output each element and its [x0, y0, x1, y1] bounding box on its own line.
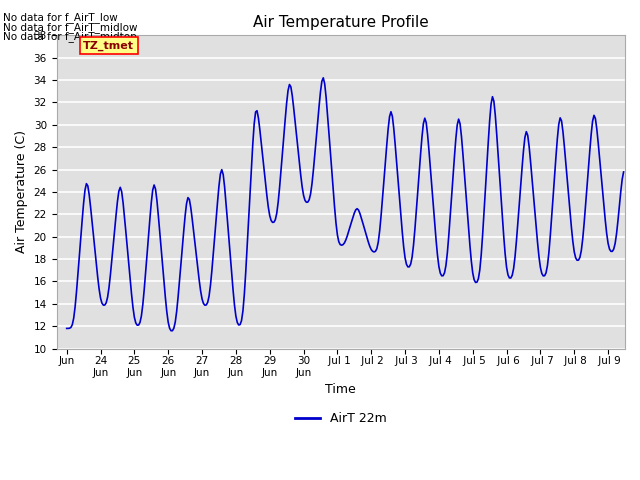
Text: TZ_tmet: TZ_tmet [83, 41, 134, 51]
Text: No data for f_AirT_midtop: No data for f_AirT_midtop [3, 31, 137, 42]
Title: Air Temperature Profile: Air Temperature Profile [253, 15, 429, 30]
X-axis label: Time: Time [325, 384, 356, 396]
Text: No data for f_AirT_low: No data for f_AirT_low [3, 12, 118, 23]
Text: No data for f_AirT_midlow: No data for f_AirT_midlow [3, 22, 138, 33]
Y-axis label: Air Temperature (C): Air Temperature (C) [15, 131, 28, 253]
Legend: AirT 22m: AirT 22m [290, 407, 392, 430]
